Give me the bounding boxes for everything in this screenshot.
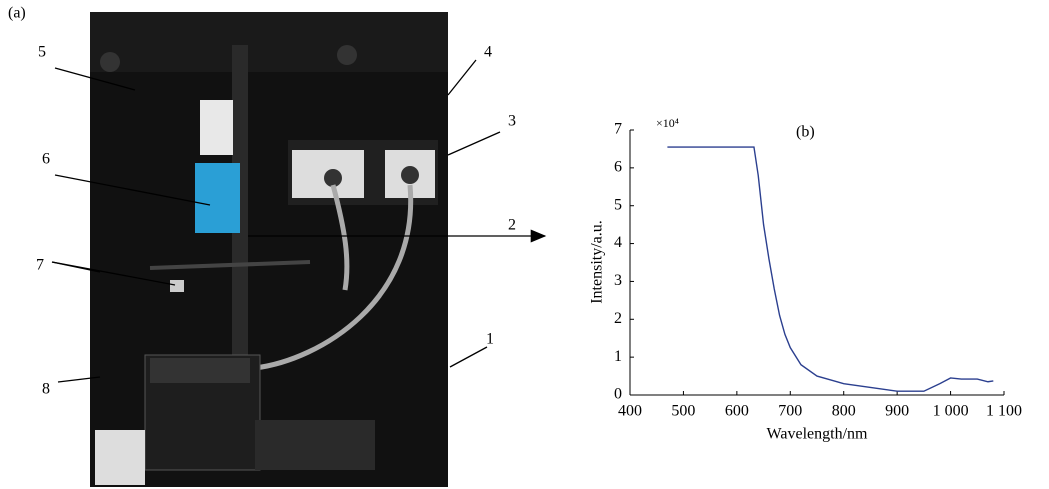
x-tick-label: 500 (671, 403, 695, 420)
panel-label: (a) (8, 5, 26, 22)
chart: (b) ×10⁴ Wavelength/nm Intensity/a.u. 0 1… (589, 116, 1022, 443)
y-axis-label: Intensity/a.u. (589, 220, 606, 304)
x-tick-label: 1 100 (986, 403, 1022, 420)
x-axis-label: Wavelength/nm (767, 426, 868, 443)
photo (90, 12, 448, 487)
line-series (667, 146, 994, 392)
y-tick-label: 6 (614, 159, 622, 176)
y-tick-label: 5 (614, 196, 622, 213)
callout: 2 (508, 217, 516, 234)
callout: 5 (38, 44, 46, 61)
y-tick-label: 3 (614, 272, 622, 289)
callouts: 1 2 3 4 5 6 7 8 (36, 44, 547, 398)
x-tick-label: 900 (885, 403, 909, 420)
y-tick-label: 1 (614, 348, 622, 365)
callout-line (54, 67, 136, 91)
callout-line (447, 59, 477, 96)
y-tick-label: 2 (614, 310, 622, 327)
callout: 7 (36, 257, 44, 274)
callout: 8 (42, 381, 50, 398)
x-tick-label: 800 (832, 403, 856, 420)
callout: 1 (486, 331, 494, 348)
callout-line (51, 261, 101, 273)
callout-line (449, 346, 488, 368)
chart-title: (b) (796, 124, 815, 141)
x-tick-label: 1 000 (933, 403, 969, 420)
x-tick-label: 700 (778, 403, 802, 420)
y-tick-label: 7 (614, 121, 622, 138)
callout-line (57, 376, 101, 383)
x-tick-label: 400 (618, 403, 642, 420)
callout: 6 (42, 151, 50, 168)
y-tick-label: 0 (614, 386, 622, 403)
callout: 4 (484, 44, 492, 61)
callout: 3 (508, 113, 516, 130)
y-tick-label: 4 (614, 234, 622, 251)
callout-line (54, 174, 211, 206)
callout-line (447, 131, 501, 156)
y-multiplier: ×10⁴ (656, 116, 679, 130)
x-tick-label: 600 (725, 403, 749, 420)
